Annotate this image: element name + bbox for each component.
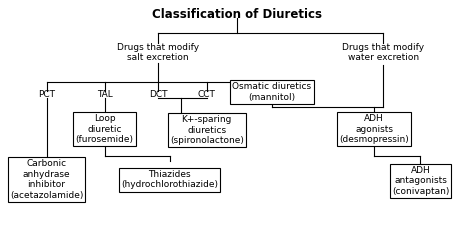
Text: K+-sparing
diuretics
(spironolactone): K+-sparing diuretics (spironolactone) [170, 115, 244, 145]
Text: Thiazides
(hydrochlorothiazide): Thiazides (hydrochlorothiazide) [121, 170, 218, 189]
Text: PCT: PCT [38, 90, 55, 99]
Text: Drugs that modify
salt excretion: Drugs that modify salt excretion [117, 43, 199, 63]
Text: Loop
diuretic
(furosemide): Loop diuretic (furosemide) [76, 114, 134, 144]
Text: TAL: TAL [97, 90, 112, 99]
Text: ADH
agonists
(desmopressin): ADH agonists (desmopressin) [339, 114, 409, 144]
Text: DCT: DCT [149, 90, 167, 99]
Text: ADH
antagonists
(conivaptan): ADH antagonists (conivaptan) [392, 166, 449, 196]
Text: CCT: CCT [198, 90, 216, 99]
Text: Carbonic
anhydrase
inhibitor
(acetazolamide): Carbonic anhydrase inhibitor (acetazolam… [10, 159, 83, 200]
Text: Osmatic diuretics
(mannitol): Osmatic diuretics (mannitol) [232, 82, 311, 102]
Text: Classification of Diuretics: Classification of Diuretics [152, 8, 322, 21]
Text: Drugs that modify
water excretion: Drugs that modify water excretion [342, 43, 424, 63]
